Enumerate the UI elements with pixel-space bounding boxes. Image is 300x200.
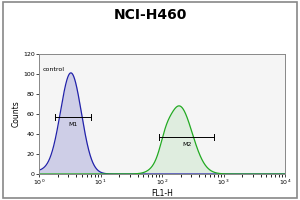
Y-axis label: Counts: Counts bbox=[11, 101, 20, 127]
Text: M1: M1 bbox=[68, 122, 77, 127]
Text: NCI-H460: NCI-H460 bbox=[113, 8, 187, 22]
Text: M2: M2 bbox=[182, 142, 191, 147]
Text: control: control bbox=[43, 67, 65, 72]
X-axis label: FL1-H: FL1-H bbox=[151, 189, 173, 198]
